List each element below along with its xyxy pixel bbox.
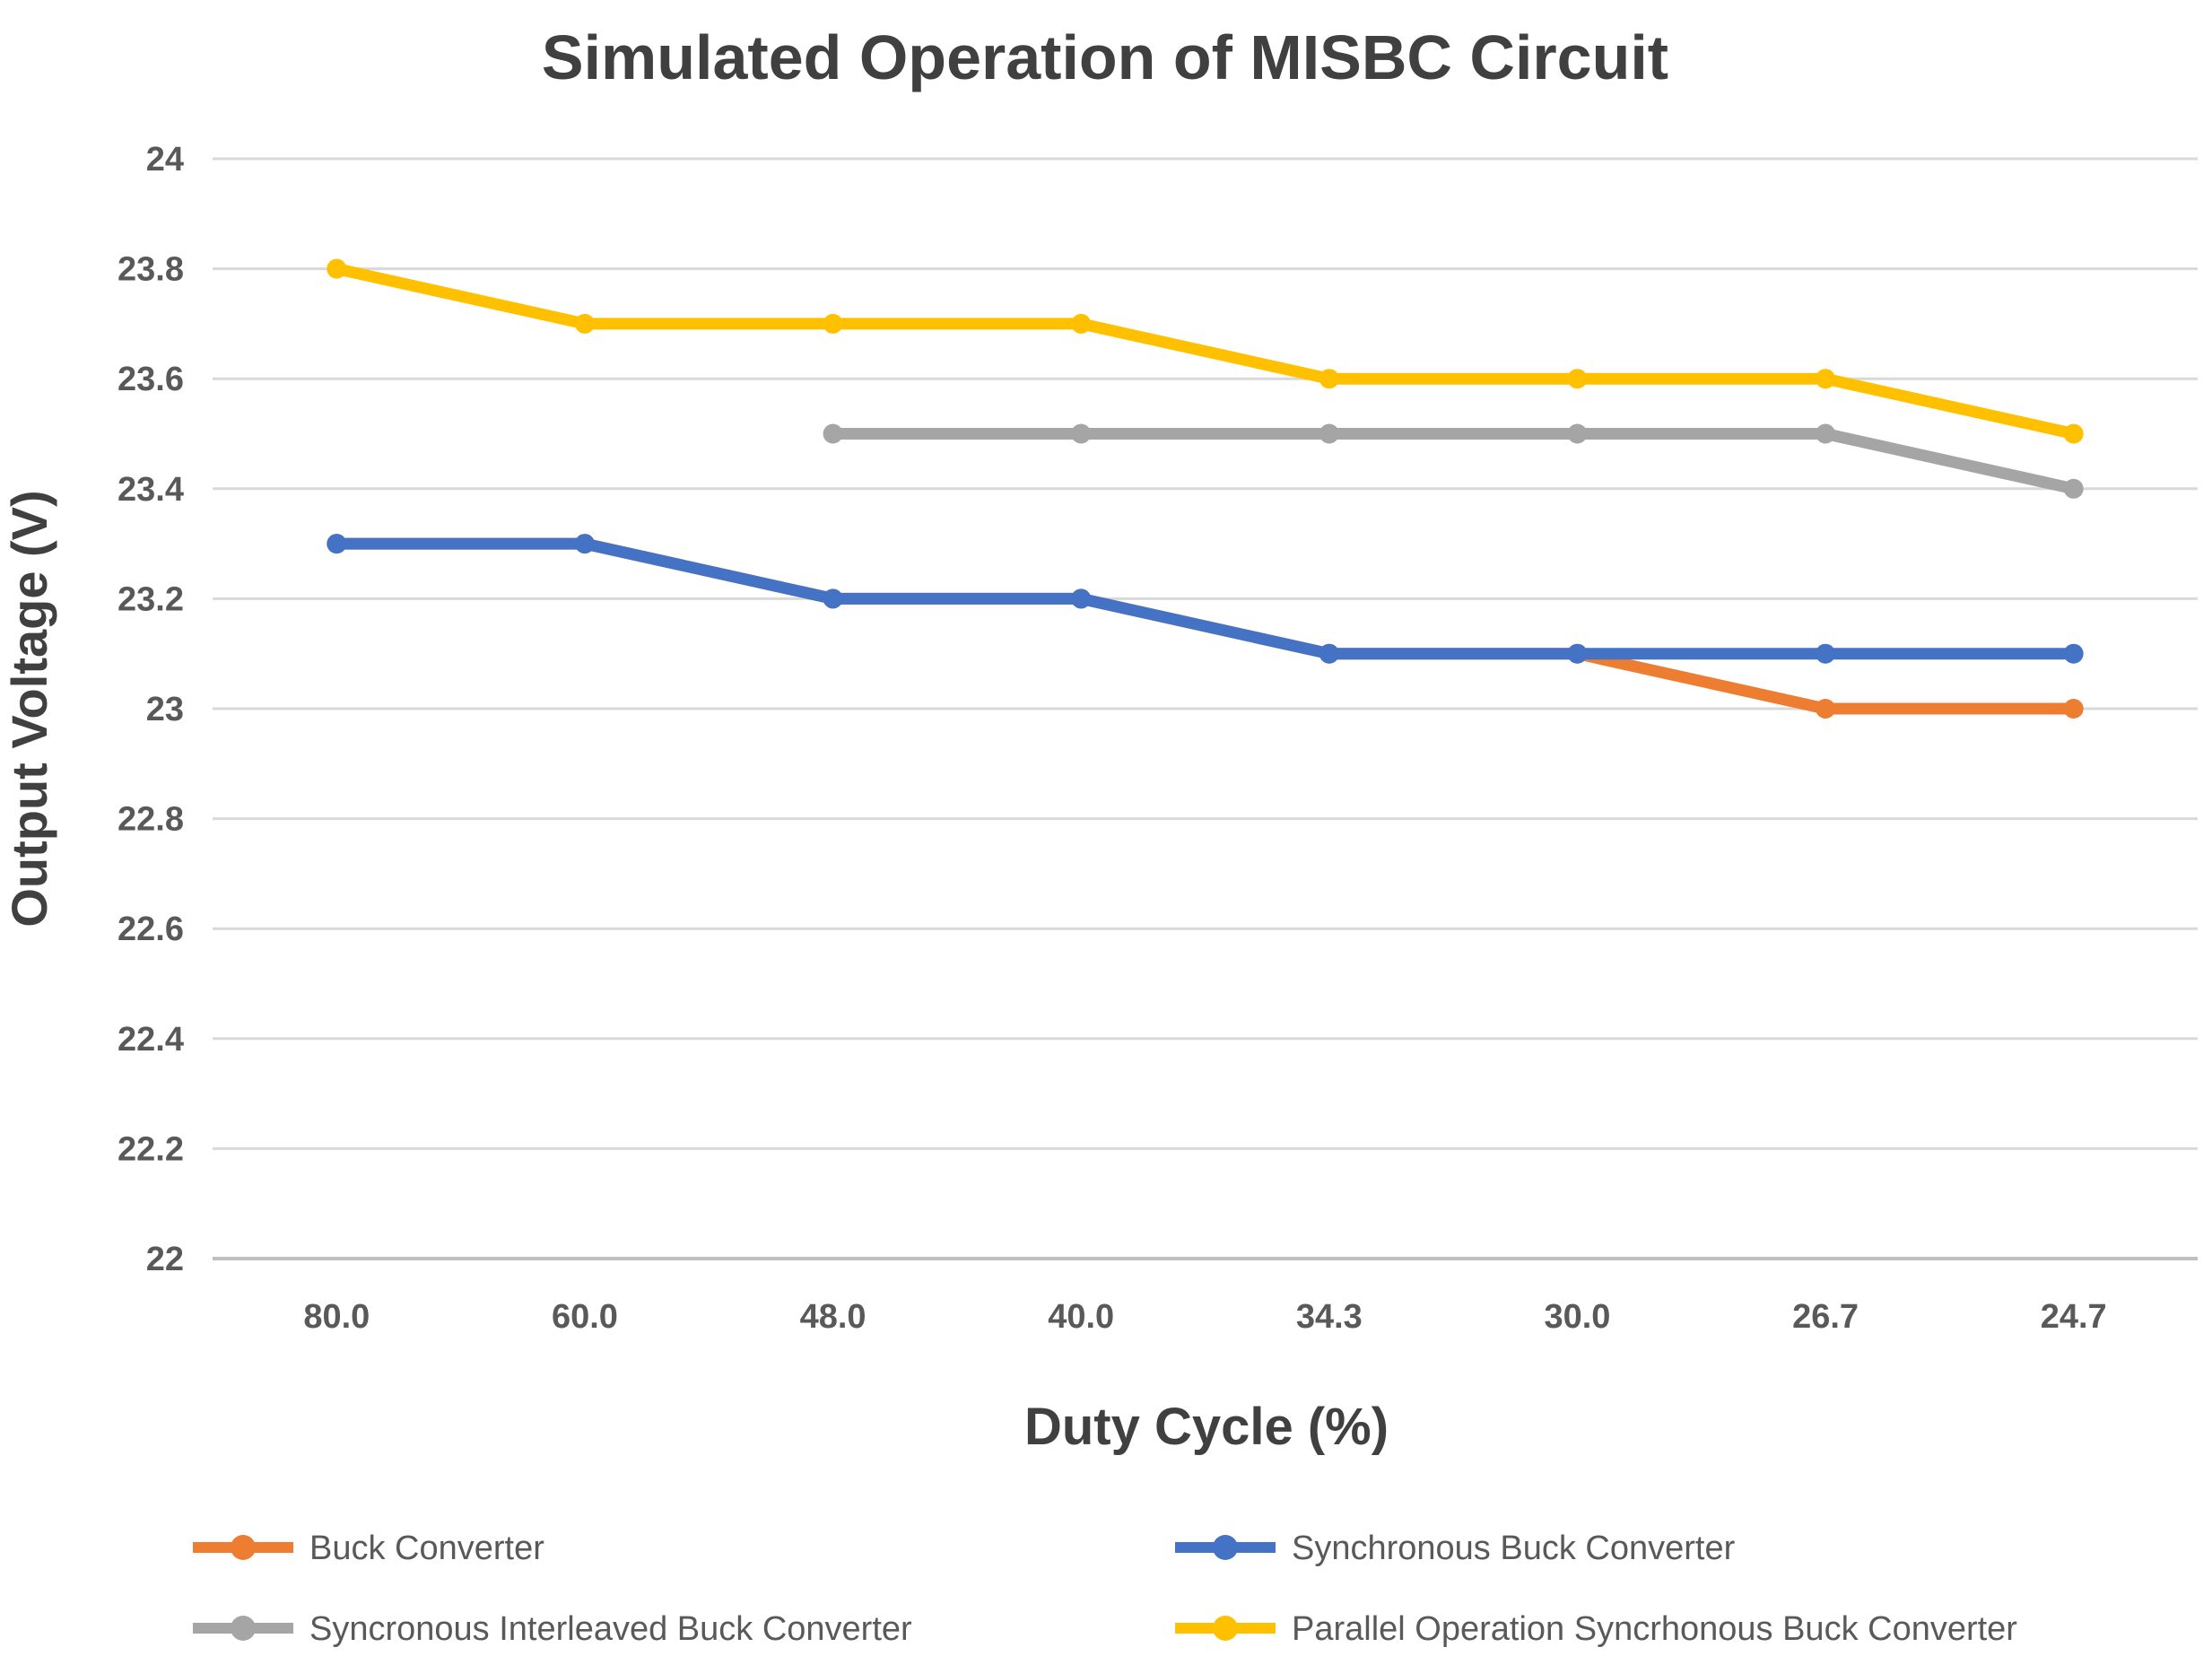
data-point-marker <box>1071 588 1092 609</box>
legend-item-label: Buck Converter <box>309 1530 544 1567</box>
x-tick-label: 24.7 <box>2041 1298 2107 1336</box>
x-tick-label: 30.0 <box>1544 1298 1610 1336</box>
legend-marker-dot <box>231 1535 256 1560</box>
data-point-marker <box>1567 423 1588 444</box>
y-tick-label: 23.2 <box>118 580 184 618</box>
legend-item: Buck Converter <box>193 1530 544 1567</box>
y-tick-label: 23.8 <box>118 251 184 289</box>
y-tick-label: 23 <box>146 691 184 728</box>
y-axis-title: Output Voltage (V) <box>1 490 57 927</box>
legend-item-label: Parallel Operation Syncrhonous Buck Conv… <box>1292 1610 2017 1648</box>
axis-tick-labels: 24 23.8 23.6 23.4 23.2 23 22.8 22.6 22.4 22.2 22 80… <box>118 141 2107 1336</box>
legend-item: Syncronous Interleaved Buck Converter <box>193 1610 912 1648</box>
series-line <box>827 428 2080 495</box>
x-tick-label: 40.0 <box>1048 1298 1114 1336</box>
data-point-marker <box>1567 643 1588 664</box>
data-point-marker <box>327 534 347 554</box>
data-point-marker <box>2063 478 2084 499</box>
series-lines <box>327 258 2084 719</box>
legend-item-label: Syncronous Interleaved Buck Converter <box>309 1610 912 1648</box>
data-point-marker <box>823 423 843 444</box>
y-tick-label: 22.2 <box>118 1130 184 1168</box>
legend-marker-dot <box>231 1616 256 1641</box>
data-point-marker <box>574 313 595 334</box>
data-point-marker <box>1567 369 1588 389</box>
data-point-marker <box>1319 643 1339 664</box>
series-line <box>330 263 2080 440</box>
data-point-marker <box>1816 699 1836 719</box>
legend-item: Parallel Operation Syncrhonous Buck Conv… <box>1175 1610 2017 1648</box>
y-tick-label: 23.4 <box>118 471 184 509</box>
data-point-marker <box>1816 643 1836 664</box>
y-tick-label: 22.8 <box>118 801 184 839</box>
series-line <box>330 537 2080 660</box>
y-tick-label: 23.6 <box>118 361 184 398</box>
x-tick-label: 34.3 <box>1296 1298 1363 1336</box>
y-tick-label: 22.4 <box>118 1021 184 1059</box>
data-point-marker <box>1816 423 1836 444</box>
x-tick-label: 80.0 <box>303 1298 370 1336</box>
x-tick-label: 26.7 <box>1792 1298 1859 1336</box>
data-point-marker <box>823 313 843 334</box>
data-point-marker <box>2063 699 2084 719</box>
data-point-marker <box>823 588 843 609</box>
data-point-marker <box>1319 369 1339 389</box>
legend-item: Synchronous Buck Converter <box>1175 1530 1736 1567</box>
data-point-marker <box>574 534 595 554</box>
legend-item-label: Synchronous Buck Converter <box>1292 1530 1736 1567</box>
data-point-marker <box>327 258 347 279</box>
legend: Buck Converter Synchronous Buck Converter… <box>193 1530 2017 1648</box>
y-tick-label: 24 <box>146 141 184 179</box>
legend-marker-dot <box>1213 1616 1238 1641</box>
legend-marker-dot <box>1213 1535 1238 1560</box>
data-point-marker <box>1319 423 1339 444</box>
data-point-marker <box>1071 423 1092 444</box>
data-point-marker <box>1071 313 1092 334</box>
x-tick-label: 60.0 <box>552 1298 618 1336</box>
data-point-marker <box>1816 369 1836 389</box>
y-tick-label: 22.6 <box>118 911 184 948</box>
y-tick-label: 22 <box>146 1241 184 1278</box>
x-axis-title: Duty Cycle (%) <box>1024 1398 1389 1456</box>
gridlines <box>213 157 2198 1260</box>
x-tick-label: 48.0 <box>800 1298 867 1336</box>
chart-title: Simulated Operation of MISBC Circuit <box>542 22 1668 92</box>
data-point-marker <box>2063 423 2084 444</box>
data-point-marker <box>2063 643 2084 664</box>
